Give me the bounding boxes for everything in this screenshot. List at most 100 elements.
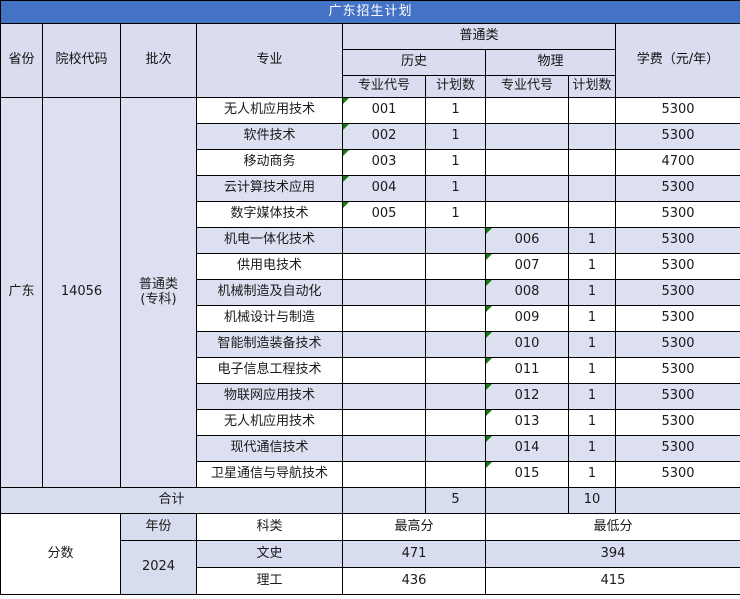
cell-major: 电子信息工程技术 bbox=[196, 357, 343, 384]
header-subject-physics: 物理 bbox=[485, 49, 616, 76]
error-flag-icon bbox=[343, 202, 349, 208]
cell-physics-code-text: 009 bbox=[514, 310, 540, 326]
cell-physics-plan: 1 bbox=[568, 357, 616, 384]
cell-history-plan bbox=[425, 331, 486, 358]
header-school-code: 院校代码 bbox=[42, 23, 121, 98]
cell-physics-plan-text: 1 bbox=[587, 466, 597, 482]
cell-major-text: 移动商务 bbox=[243, 154, 296, 170]
cell-tuition: 5300 bbox=[615, 383, 740, 410]
cell-physics-code-text: 013 bbox=[514, 414, 540, 430]
cell-batch: 普通类 (专科) bbox=[120, 97, 197, 488]
cell-physics-plan: 1 bbox=[568, 227, 616, 254]
error-flag-icon bbox=[343, 98, 349, 104]
cell-history-code-text: 003 bbox=[371, 154, 397, 170]
cell-physics-plan bbox=[568, 97, 616, 124]
page-title: 广东招生计划 bbox=[0, 0, 740, 24]
header-row-1: 省份 院校代码 批次 专业 普通类 学费（元/年） bbox=[0, 23, 740, 98]
cell-major-text: 数字媒体技术 bbox=[230, 206, 309, 222]
header-physics-plan-count: 计划数 bbox=[568, 75, 616, 98]
cell-tuition-text: 4700 bbox=[661, 154, 695, 170]
score-max: 436 bbox=[342, 567, 486, 595]
cell-history-code bbox=[342, 383, 426, 410]
header-batch: 批次 bbox=[120, 23, 197, 98]
cell-physics-code-text: 010 bbox=[514, 336, 540, 352]
cell-physics-code bbox=[485, 149, 569, 176]
error-flag-icon bbox=[486, 254, 492, 260]
cell-history-code: 001 bbox=[342, 97, 426, 124]
title-row: 广东招生计划 bbox=[0, 0, 740, 24]
cell-major-text: 智能制造装备技术 bbox=[217, 336, 322, 352]
cell-history-code bbox=[342, 331, 426, 358]
score-max: 471 bbox=[342, 540, 486, 568]
error-flag-icon bbox=[486, 306, 492, 312]
score-header-row: 分数 年份 科类 最高分 最低分 bbox=[0, 513, 740, 595]
cell-history-plan: 1 bbox=[425, 201, 486, 228]
score-row-wenshi: 2024 文史 471 394 bbox=[1, 540, 740, 595]
cell-tuition-text: 5300 bbox=[661, 414, 695, 430]
cell-history-code bbox=[342, 357, 426, 384]
error-flag-icon bbox=[486, 332, 492, 338]
cell-history-plan-text: 1 bbox=[451, 128, 460, 144]
cell-history-code: 004 bbox=[342, 175, 426, 202]
cell-physics-plan-text: 1 bbox=[587, 310, 597, 326]
cell-physics-plan-text: 1 bbox=[587, 414, 597, 430]
cell-tuition-text: 5300 bbox=[661, 284, 695, 300]
total-label: 合计 bbox=[0, 487, 343, 514]
cell-history-plan: 1 bbox=[425, 123, 486, 150]
cell-physics-plan bbox=[568, 123, 616, 150]
cell-tuition-text: 5300 bbox=[661, 180, 695, 196]
cell-major-text: 卫星通信与导航技术 bbox=[210, 466, 328, 482]
cell-physics-plan-text: 1 bbox=[587, 258, 597, 274]
header-tuition: 学费（元/年） bbox=[615, 23, 740, 98]
cell-history-plan-text: 1 bbox=[451, 206, 460, 222]
cell-tuition: 5300 bbox=[615, 123, 740, 150]
cell-tuition: 5300 bbox=[615, 279, 740, 306]
cell-physics-code: 007 bbox=[485, 253, 569, 280]
cell-physics-code: 008 bbox=[485, 279, 569, 306]
cell-history-code-text: 005 bbox=[371, 206, 397, 222]
cell-tuition-text: 5300 bbox=[661, 336, 695, 352]
cell-physics-plan-text: 1 bbox=[587, 440, 597, 456]
cell-tuition: 5300 bbox=[615, 227, 740, 254]
cell-tuition: 5300 bbox=[615, 435, 740, 462]
cell-history-plan: 1 bbox=[425, 97, 486, 124]
error-flag-icon bbox=[486, 410, 492, 416]
cell-physics-code-text: 015 bbox=[514, 466, 540, 482]
cell-major: 供用电技术 bbox=[196, 253, 343, 280]
score-header-subject: 科类 bbox=[196, 513, 343, 541]
cell-physics-code: 014 bbox=[485, 435, 569, 462]
cell-tuition: 5300 bbox=[615, 253, 740, 280]
cell-history-code-text: 002 bbox=[371, 128, 397, 144]
cell-physics-plan-text: 1 bbox=[587, 284, 597, 300]
cell-physics-code bbox=[485, 97, 569, 124]
cell-tuition-text: 5300 bbox=[661, 388, 695, 404]
cell-physics-plan-text: 1 bbox=[587, 336, 597, 352]
cell-tuition: 5300 bbox=[615, 175, 740, 202]
cell-major: 数字媒体技术 bbox=[196, 201, 343, 228]
error-flag-icon bbox=[343, 124, 349, 130]
cell-physics-code: 006 bbox=[485, 227, 569, 254]
cell-major-text: 机械制造及自动化 bbox=[217, 284, 322, 300]
cell-history-plan-text: 1 bbox=[451, 154, 460, 170]
cell-physics-code-text: 007 bbox=[514, 258, 540, 274]
cell-tuition-text: 5300 bbox=[661, 128, 695, 144]
cell-batch-line1: 普通类 bbox=[138, 276, 178, 292]
error-flag-icon bbox=[486, 358, 492, 364]
cell-major: 智能制造装备技术 bbox=[196, 331, 343, 358]
score-subject: 文史 bbox=[196, 540, 343, 568]
cell-history-plan-text: 1 bbox=[451, 102, 460, 118]
cell-physics-plan-text: 1 bbox=[587, 232, 597, 248]
cell-major-text: 云计算技术应用 bbox=[223, 180, 315, 196]
cell-physics-code bbox=[485, 175, 569, 202]
cell-major: 机械制造及自动化 bbox=[196, 279, 343, 306]
total-tuition bbox=[615, 487, 740, 514]
cell-major-text: 现代通信技术 bbox=[230, 440, 309, 456]
score-header-max: 最高分 bbox=[342, 513, 486, 541]
cell-history-code-text: 001 bbox=[371, 102, 397, 118]
cell-physics-plan-text: 1 bbox=[587, 362, 597, 378]
error-flag-icon bbox=[486, 228, 492, 234]
cell-tuition: 5300 bbox=[615, 97, 740, 124]
cell-tuition-text: 5300 bbox=[661, 440, 695, 456]
table-row: 软件技术 002 1 5300 bbox=[0, 123, 740, 150]
